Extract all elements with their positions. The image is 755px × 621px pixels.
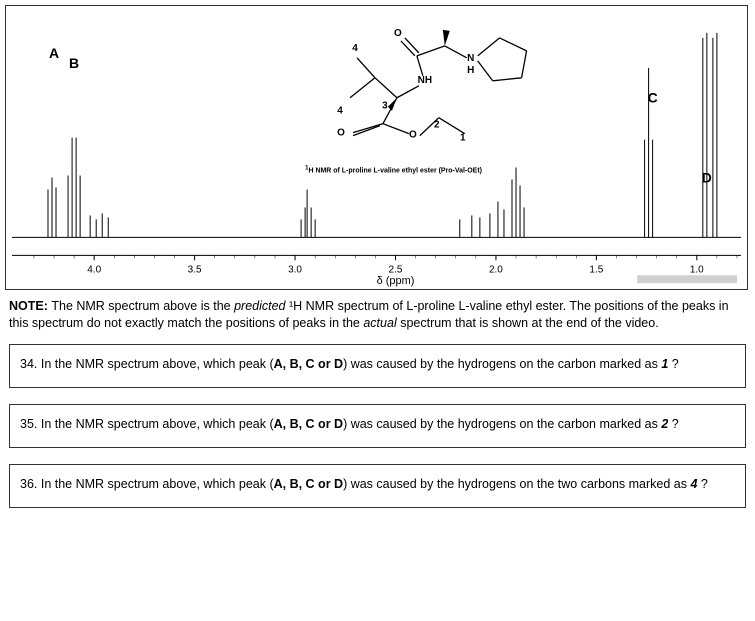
note-italic1: predicted bbox=[234, 299, 289, 313]
question-t3: ? bbox=[668, 417, 678, 431]
svg-text:N: N bbox=[467, 53, 474, 64]
question-num: 36. bbox=[20, 477, 37, 491]
svg-text:1.5: 1.5 bbox=[589, 264, 603, 275]
svg-text:O: O bbox=[394, 28, 402, 39]
note-prefix: NOTE: bbox=[9, 299, 51, 313]
question-bold: A, B, C or D bbox=[274, 357, 343, 371]
svg-text:C: C bbox=[648, 90, 658, 106]
question-t2: ) was caused by the hydrogens on the car… bbox=[343, 417, 661, 431]
svg-text:4: 4 bbox=[337, 106, 343, 117]
svg-text:H: H bbox=[467, 65, 474, 76]
svg-text:2: 2 bbox=[434, 120, 440, 131]
svg-text:3.0: 3.0 bbox=[288, 264, 302, 275]
question-box: 34. In the NMR spectrum above, which pea… bbox=[9, 344, 746, 388]
question-t2: ) was caused by the hydrogens on the two… bbox=[343, 477, 690, 491]
question-num: 35. bbox=[20, 417, 37, 431]
question-num: 34. bbox=[20, 357, 37, 371]
question-t1: In the NMR spectrum above, which peak ( bbox=[37, 357, 273, 371]
svg-text:O: O bbox=[337, 128, 345, 139]
note-italic2: actual bbox=[363, 316, 396, 330]
svg-text:NH: NH bbox=[418, 75, 432, 86]
question-bold: A, B, C or D bbox=[274, 417, 343, 431]
note-t3: spectrum that is shown at the end of the… bbox=[397, 316, 659, 330]
svg-text:4: 4 bbox=[352, 43, 358, 54]
question-t3: ? bbox=[697, 477, 707, 491]
svg-text:1.0: 1.0 bbox=[690, 264, 704, 275]
question-text: 35. In the NMR spectrum above, which pea… bbox=[20, 415, 735, 433]
svg-text:4.0: 4.0 bbox=[87, 264, 101, 275]
note-t1: The NMR spectrum above is the bbox=[51, 299, 234, 313]
note-paragraph: NOTE: The NMR spectrum above is the pred… bbox=[9, 298, 746, 332]
question-box: 36. In the NMR spectrum above, which pea… bbox=[9, 464, 746, 508]
svg-text:D: D bbox=[702, 170, 712, 186]
question-text: 34. In the NMR spectrum above, which pea… bbox=[20, 355, 735, 373]
svg-text:δ (ppm): δ (ppm) bbox=[377, 275, 415, 287]
svg-text:O: O bbox=[409, 130, 417, 141]
question-t2: ) was caused by the hydrogens on the car… bbox=[343, 357, 661, 371]
question-t1: In the NMR spectrum above, which peak ( bbox=[37, 477, 273, 491]
svg-text:3: 3 bbox=[382, 101, 388, 112]
svg-text:B: B bbox=[69, 55, 79, 71]
question-t3: ? bbox=[668, 357, 678, 371]
question-box: 35. In the NMR spectrum above, which pea… bbox=[9, 404, 746, 448]
svg-text:2.5: 2.5 bbox=[389, 264, 403, 275]
question-bold: A, B, C or D bbox=[274, 477, 343, 491]
nmr-spectrum-panel: 4.0 3.5 3.0 2.5 2.0 1.5 1.0 δ (ppm) AB C D 4 4 3 2 1 NH N… bbox=[5, 5, 748, 290]
svg-text:1H NMR of L-proline L-valine e: 1H NMR of L-proline L-valine ethyl ester… bbox=[305, 166, 482, 175]
svg-text:2.0: 2.0 bbox=[489, 264, 503, 275]
question-text: 36. In the NMR spectrum above, which pea… bbox=[20, 475, 735, 493]
svg-text:3.5: 3.5 bbox=[188, 264, 202, 275]
svg-text:1: 1 bbox=[460, 133, 466, 144]
svg-text:A: A bbox=[49, 45, 59, 61]
question-t1: In the NMR spectrum above, which peak ( bbox=[37, 417, 273, 431]
